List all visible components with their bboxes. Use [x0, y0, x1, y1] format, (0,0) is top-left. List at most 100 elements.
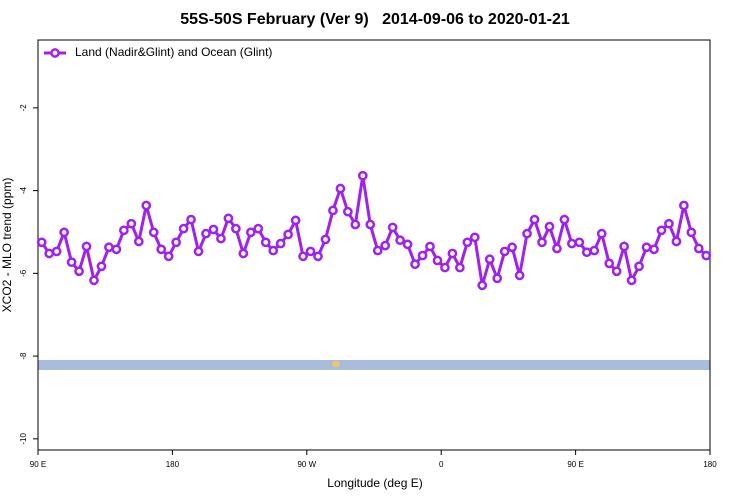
data-point	[447, 248, 458, 259]
data-point	[201, 228, 211, 239]
data-point	[425, 241, 435, 252]
data-point	[216, 233, 226, 244]
data-point	[514, 270, 525, 281]
data-point	[66, 257, 77, 268]
data-point	[111, 244, 122, 255]
data-point	[679, 200, 689, 211]
data-point	[522, 228, 532, 239]
data-point	[395, 235, 405, 246]
y-tick-label: -6	[19, 269, 28, 277]
data-point	[313, 251, 323, 262]
data-point	[148, 227, 159, 238]
data-point	[96, 261, 107, 272]
data-point	[552, 243, 562, 254]
legend-label: Land (Nadir&Glint) and Ocean (Glint)	[75, 45, 272, 59]
data-point	[484, 254, 495, 265]
x-axis-label: Longitude (deg E)	[327, 476, 422, 490]
data-point	[693, 243, 704, 254]
data-point	[156, 244, 167, 255]
data-point	[619, 241, 629, 252]
data-point	[320, 234, 331, 245]
data-point	[186, 214, 196, 225]
map-strip	[38, 360, 710, 370]
data-point	[298, 251, 308, 262]
data-point	[686, 227, 697, 238]
data-point	[245, 227, 256, 238]
y-tick-label: -4	[19, 186, 28, 194]
data-point	[641, 242, 652, 253]
y-axis-label: XCO2 - MLO trend (ppm)	[0, 178, 14, 313]
data-point	[604, 258, 615, 269]
data-point	[634, 261, 644, 272]
data-point	[387, 222, 398, 233]
data-point	[581, 247, 592, 258]
data-point	[671, 236, 682, 247]
data-point	[126, 218, 137, 229]
data-point	[455, 262, 465, 273]
data-point	[350, 219, 361, 230]
data-point	[537, 237, 547, 248]
data-point	[462, 237, 473, 248]
data-point	[163, 251, 174, 262]
data-point	[380, 240, 391, 251]
x-tick-label: 0	[439, 460, 444, 469]
data-point	[372, 245, 383, 256]
data-point	[74, 266, 84, 277]
data-point	[193, 246, 204, 257]
data-point	[544, 221, 555, 232]
data-point	[36, 237, 47, 248]
data-point	[260, 237, 271, 248]
x-tick-label: 90 W	[297, 460, 316, 469]
data-point	[141, 200, 152, 211]
data-point	[365, 219, 376, 230]
data-point	[402, 239, 413, 250]
data-point	[596, 228, 607, 239]
data-point	[567, 238, 577, 249]
data-point	[492, 273, 503, 284]
data-point	[290, 215, 301, 226]
data-point	[664, 218, 674, 229]
legend-marker	[50, 48, 60, 58]
data-point	[343, 206, 353, 217]
data-point	[275, 238, 286, 249]
data-point	[701, 250, 712, 261]
data-point	[268, 245, 279, 256]
data-point	[59, 227, 69, 238]
data-point	[81, 241, 92, 252]
data-point	[253, 223, 264, 234]
data-point	[104, 242, 114, 253]
data-point	[626, 275, 637, 286]
x-tick-label: 90 E	[30, 460, 46, 469]
data-point	[335, 183, 346, 194]
data-point	[507, 242, 517, 253]
data-point	[417, 250, 428, 261]
data-point	[656, 225, 667, 236]
data-point	[238, 248, 249, 259]
y-tick-label: -8	[19, 352, 28, 360]
data-point	[119, 225, 129, 236]
data-point	[440, 262, 450, 273]
data-point	[305, 246, 316, 257]
land-spot	[332, 361, 340, 367]
data-point	[469, 232, 480, 243]
x-tick-label: 180	[166, 460, 180, 469]
data-point	[499, 246, 510, 257]
data-point	[529, 214, 540, 225]
data-point	[231, 223, 241, 234]
data-point	[559, 214, 570, 225]
data-point	[51, 246, 62, 257]
data-point	[89, 275, 99, 286]
data-point	[178, 223, 189, 234]
data-point	[223, 213, 234, 224]
data-point	[410, 259, 420, 270]
data-point	[208, 224, 219, 235]
data-point	[171, 237, 181, 248]
data-point	[477, 280, 488, 291]
data-point	[649, 244, 659, 255]
data-point	[589, 245, 600, 256]
data-point	[133, 236, 144, 247]
data-point	[44, 248, 55, 259]
chart-title: 55S-50S February (Ver 9) 2014-09-06 to 2…	[180, 11, 570, 28]
data-point	[357, 170, 368, 181]
